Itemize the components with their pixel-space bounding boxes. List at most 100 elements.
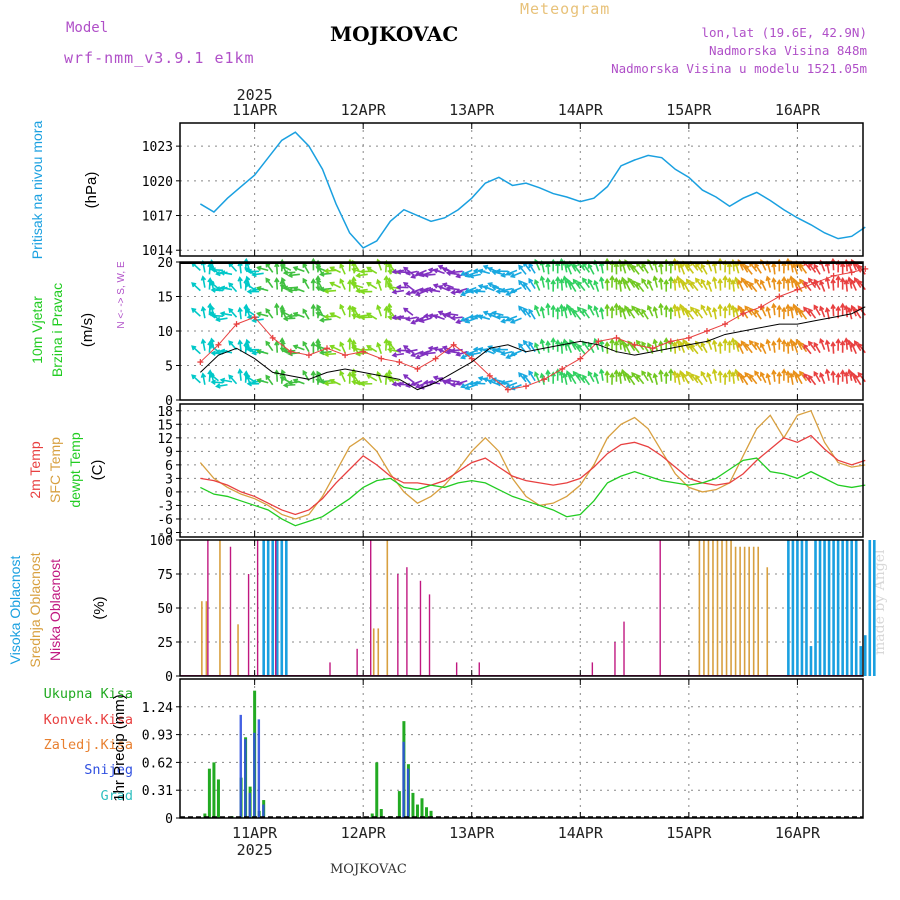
wind-arrow-head bbox=[427, 267, 434, 273]
wind-arrow bbox=[848, 340, 853, 352]
wind-arrow bbox=[760, 280, 767, 291]
wind-arrow bbox=[325, 352, 337, 356]
pressure-unit-label: (hPa) bbox=[83, 172, 100, 209]
wind-arrow bbox=[566, 371, 572, 383]
y-tick-label: 1020 bbox=[142, 175, 173, 190]
snow-precip-bar bbox=[253, 732, 256, 818]
wind-arrow-head bbox=[482, 377, 489, 383]
wind-arrow bbox=[202, 307, 206, 319]
wind-arrow-head bbox=[788, 338, 795, 344]
wind-arrow bbox=[772, 341, 776, 353]
wind-arrow-head bbox=[857, 264, 863, 270]
wind-arrow bbox=[265, 278, 274, 289]
wind-arrow bbox=[566, 263, 572, 275]
wind-arrow bbox=[679, 263, 686, 275]
wind-arrow-head bbox=[282, 348, 289, 354]
wind-arrow-head bbox=[617, 279, 623, 285]
y-tick-label: 18 bbox=[157, 405, 173, 420]
wind-arrow-head bbox=[432, 268, 439, 274]
wind-arrow-head bbox=[576, 343, 582, 350]
wind-arrow bbox=[732, 372, 735, 384]
wind-arrow bbox=[228, 308, 238, 318]
wind-arrow-head bbox=[690, 280, 696, 287]
wind-arrow-head bbox=[847, 368, 853, 375]
wind-arrow-head bbox=[437, 264, 444, 270]
wind-arrow bbox=[740, 262, 749, 273]
wind-arrow-head bbox=[737, 342, 743, 348]
wind-arrow-head bbox=[460, 316, 466, 322]
wind-arrow bbox=[808, 308, 817, 319]
wind-arrow-head bbox=[813, 370, 819, 377]
bottom-year-label: 2025 bbox=[237, 841, 273, 859]
wind-arrow-head bbox=[282, 382, 289, 388]
wind-arrow bbox=[302, 309, 310, 320]
wind-arrow bbox=[679, 371, 686, 383]
wind-arrow-head bbox=[423, 350, 429, 357]
wind-arrow bbox=[587, 371, 595, 383]
wind-arrow bbox=[506, 382, 518, 388]
wind-arrow-head bbox=[419, 317, 425, 324]
wind-arrow-head bbox=[528, 277, 534, 284]
wind-arrow-head bbox=[219, 270, 226, 276]
wind-arrow-head bbox=[339, 278, 345, 284]
wind-arrow bbox=[766, 276, 772, 288]
wind-arrow-head bbox=[237, 368, 243, 374]
y-tick-label: 0 bbox=[165, 812, 173, 827]
wind-arrow-head bbox=[244, 345, 250, 351]
wind-arrow-head bbox=[624, 279, 629, 285]
wind-arrow-head bbox=[323, 351, 330, 358]
wind-arrow-head bbox=[609, 372, 615, 378]
wind-arrow-head bbox=[604, 278, 610, 284]
wind-arrow-head bbox=[658, 277, 664, 283]
wind-arrow bbox=[540, 276, 545, 288]
y-tick-label: 9 bbox=[165, 445, 173, 460]
wind-arrow-head bbox=[460, 291, 466, 297]
wind-arrow-head bbox=[555, 276, 561, 282]
wind-arrow-head bbox=[323, 268, 330, 274]
wind-arrow bbox=[631, 280, 640, 291]
wind-arrow-head bbox=[803, 343, 809, 350]
wind-arrow-head bbox=[695, 308, 700, 314]
wind-arrow-head bbox=[717, 341, 723, 347]
wind-arrow-head bbox=[509, 351, 516, 357]
wind-arrow-head bbox=[427, 287, 434, 294]
bottom-date-label: 15APR bbox=[666, 824, 712, 842]
wind-arrow-head bbox=[565, 370, 571, 376]
wind-arrow-head bbox=[620, 368, 626, 375]
wind-gust-line bbox=[200, 268, 866, 391]
wind-arrow bbox=[600, 262, 604, 274]
wind-arrow-head bbox=[208, 372, 215, 378]
total-precip-bar bbox=[397, 791, 401, 818]
wind-arrow-head bbox=[830, 278, 836, 284]
wind-arrow-head bbox=[765, 372, 771, 379]
wind-arrow-head bbox=[533, 342, 540, 348]
wind-arrow-head bbox=[807, 308, 813, 314]
wind-arrow-head bbox=[799, 278, 804, 284]
wind-arrow bbox=[403, 307, 414, 316]
wind-arrow-head bbox=[419, 272, 425, 278]
wind-arrow-head bbox=[609, 305, 615, 312]
wind-arrow bbox=[563, 276, 568, 288]
wind-arrow bbox=[221, 312, 233, 316]
wind-arrow bbox=[563, 373, 568, 385]
y-tick-label: 3 bbox=[165, 472, 173, 487]
wind-axis-label-1: 10m Vjetar bbox=[29, 296, 45, 364]
wind-arrow-head bbox=[824, 368, 831, 374]
wind-arrow bbox=[239, 308, 242, 320]
wind-arrow bbox=[265, 375, 274, 386]
wind-arrow bbox=[627, 375, 636, 386]
wind-arrow-head bbox=[850, 304, 856, 311]
lonlat-text: lon,lat (19.6E, 42.9N) bbox=[701, 25, 867, 40]
wind-arrow bbox=[573, 264, 581, 274]
wind-arrow bbox=[795, 339, 803, 351]
wind-arrow bbox=[302, 263, 310, 274]
wind-arrow-head bbox=[843, 304, 850, 311]
wind-arrow bbox=[826, 262, 830, 274]
wind-arrow bbox=[793, 371, 799, 383]
wind-arrow-head bbox=[246, 268, 253, 275]
wind-arrow bbox=[754, 342, 762, 353]
wind-arrow-head bbox=[562, 338, 568, 344]
wind-arrow bbox=[465, 271, 477, 277]
wind-arrow bbox=[799, 279, 808, 290]
wind-arrow-head bbox=[387, 347, 393, 353]
